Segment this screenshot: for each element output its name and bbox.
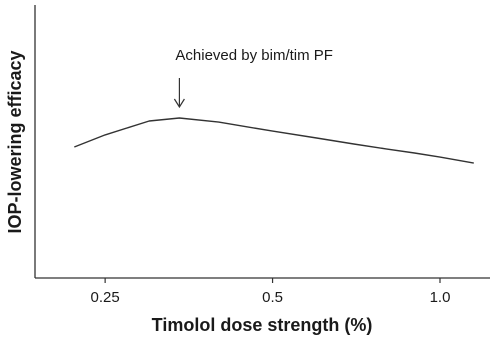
x-tick-label: 1.0 — [430, 289, 451, 306]
y-axis-title: IOP-lowering efficacy — [5, 50, 25, 233]
x-tick-label: 0.25 — [91, 289, 120, 306]
annotation: Achieved by bim/tim PF — [175, 47, 333, 64]
line — [74, 117, 474, 164]
annotation-arrowhead — [173, 98, 185, 109]
x-axis-title: Timolol dose strength (%) — [152, 315, 373, 335]
x-tick-label: 0.5 — [262, 289, 283, 306]
